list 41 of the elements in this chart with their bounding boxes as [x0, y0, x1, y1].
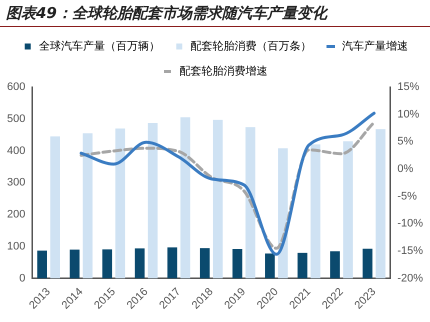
y2-tick-label: -10%	[397, 218, 424, 230]
legend-label: 汽车产量增速	[342, 39, 408, 52]
y2-tick-label: -5%	[397, 190, 418, 202]
bar	[134, 248, 145, 278]
bar	[343, 141, 353, 278]
y-tick-label: 600	[6, 81, 26, 94]
y-tick-label: 200	[6, 208, 26, 221]
bar	[376, 129, 386, 278]
y2-tick-label: 0%	[397, 163, 414, 176]
bar	[50, 136, 60, 278]
bar	[115, 128, 126, 278]
y-tick-label: 0	[19, 272, 26, 284]
bar	[167, 247, 178, 278]
bar	[148, 123, 158, 278]
y-tick-label: 100	[6, 240, 26, 252]
bar	[330, 251, 340, 278]
bar	[362, 248, 372, 278]
chart-title: 图表49：全球轮胎配套市场需求随汽车产量变化	[0, 0, 430, 27]
bar	[298, 252, 308, 278]
bar	[310, 144, 320, 278]
legend-label: 配套轮胎消费（百万条）	[190, 39, 312, 52]
y-tick-label: 500	[6, 112, 26, 125]
bar	[37, 250, 47, 278]
y-tick-label: 300	[6, 176, 26, 189]
bar	[232, 249, 242, 278]
y2-tick-label: -20%	[397, 272, 424, 284]
y2-tick-label: 10%	[397, 108, 420, 120]
bar	[70, 250, 80, 278]
y2-tick-label: 15%	[397, 81, 420, 94]
y2-tick-label: 5%	[397, 136, 414, 148]
bar	[180, 117, 190, 278]
bar	[102, 249, 112, 278]
bar	[212, 120, 223, 278]
bar	[82, 133, 93, 278]
y-tick-label: 400	[6, 144, 26, 157]
bar	[246, 127, 256, 278]
bar	[200, 248, 210, 278]
legend-label: 全球汽车产量（百万辆）	[38, 39, 160, 52]
bar	[265, 253, 275, 278]
legend-label: 配套轮胎消费增速	[179, 64, 268, 78]
y2-tick-label: -15%	[397, 245, 424, 258]
